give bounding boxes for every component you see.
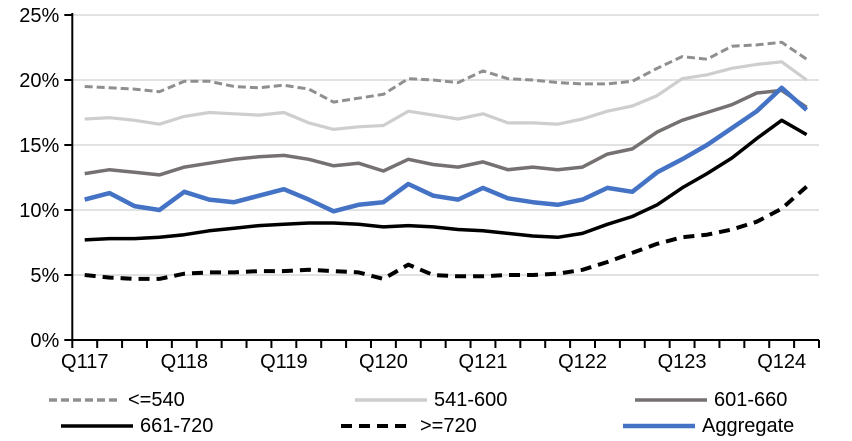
legend-label-aggregate: Aggregate: [702, 415, 795, 437]
y-tick-label-20%: 20%: [19, 70, 59, 92]
legend-label-ge720: >=720: [420, 415, 477, 437]
y-tick-label-10%: 10%: [19, 200, 59, 222]
series-line->=720: [84, 185, 808, 281]
x-tick-label-Q122: Q122: [558, 351, 607, 373]
x-tick-label-Q119: Q119: [260, 351, 307, 373]
legend-label-541-600: 541-600: [434, 389, 508, 411]
legend-item-aggregate: Aggregate: [622, 414, 794, 438]
legend-label-661-720: 661-720: [140, 415, 214, 437]
line-chart: 0% 5% 10% 15% 20% 25% Q117 Q118 Q119 Q120 Q121 Q122…: [19, 5, 820, 373]
legend-item-541-600: 541-600: [354, 388, 507, 412]
series-line-541-600: [84, 60, 808, 131]
x-tick-label-Q121: Q121: [459, 351, 508, 373]
legend-item-601-660: 601-660: [634, 388, 787, 412]
legend-label-le540: <=540: [128, 389, 185, 411]
legend-line-sample-661-720: [61, 424, 133, 428]
x-tick-label-Q123: Q123: [658, 351, 707, 373]
x-tick-label-Q120: Q120: [359, 351, 408, 373]
legend-line-sample-ge720: [341, 424, 413, 428]
x-tick-label-Q118: Q118: [161, 351, 208, 373]
legend-item-le540: <=540: [48, 388, 185, 412]
x-tick-label-Q117: Q117: [61, 351, 108, 373]
y-tick-label-25%: 25%: [19, 5, 59, 27]
legend-line-sample-601-660: [635, 398, 707, 402]
y-tick-label-15%: 15%: [19, 135, 59, 157]
legend-label-601-660: 601-660: [714, 389, 788, 411]
series-line-661-720: [84, 118, 808, 242]
legend-item-ge720: >=720: [340, 414, 477, 438]
series-line-<=540: [84, 40, 808, 104]
legend-line-sample-le540: [49, 398, 121, 402]
series-line-Aggregate: [84, 85, 809, 214]
y-tick-label-0%: 0%: [30, 330, 59, 352]
x-tick-label-Q124: Q124: [757, 351, 806, 373]
y-tick-label-5%: 5%: [30, 265, 59, 287]
legend-item-661-720: 661-720: [60, 414, 213, 438]
legend-line-sample-541-600: [355, 398, 427, 402]
legend-line-sample-aggregate: [623, 423, 695, 429]
series-line-601-660: [84, 88, 808, 177]
